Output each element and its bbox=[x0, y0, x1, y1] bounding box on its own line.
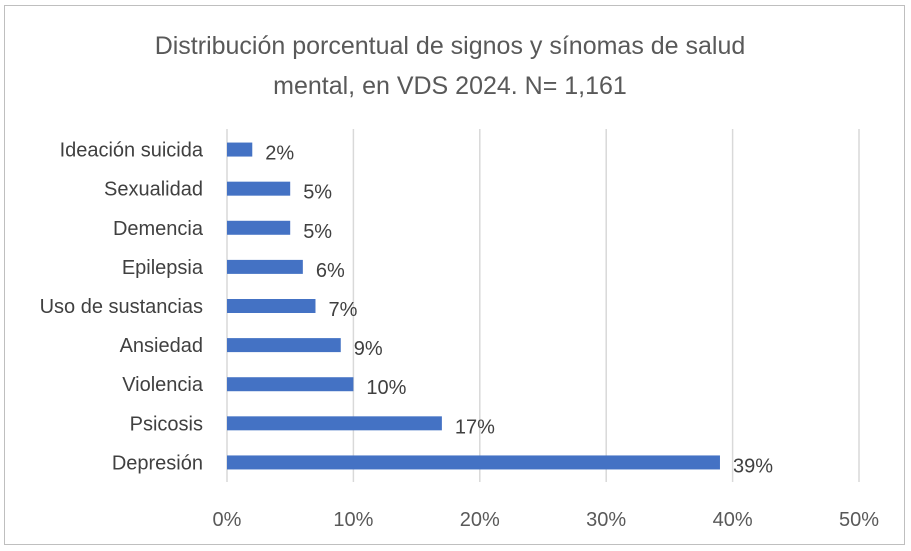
bar bbox=[227, 455, 720, 470]
category-label: Ansiedad bbox=[120, 335, 203, 357]
data-label: 17% bbox=[455, 416, 495, 438]
chart-frame bbox=[4, 5, 905, 545]
data-label: 5% bbox=[303, 221, 332, 243]
x-axis-tick-labels: 0% 10% 20% 30% 40% 50% bbox=[213, 509, 880, 531]
x-tick-label: 50% bbox=[839, 509, 879, 531]
bar bbox=[227, 377, 354, 392]
x-tick-label: 40% bbox=[713, 509, 753, 531]
category-label: Psicosis bbox=[130, 413, 203, 435]
chart-title-line-2: mental, en VDS 2024. N= 1,161 bbox=[273, 72, 627, 100]
data-label: 10% bbox=[366, 377, 406, 399]
category-label: Demencia bbox=[113, 218, 204, 240]
x-tick-label: 30% bbox=[586, 509, 626, 531]
chart-title-line-1: Distribución porcentual de signos y síno… bbox=[154, 32, 746, 60]
bar bbox=[227, 181, 291, 196]
data-label: 5% bbox=[303, 182, 332, 204]
category-labels: Ideación suicida Sexualidad Demencia Epilep… bbox=[40, 140, 204, 475]
bar bbox=[227, 220, 291, 235]
x-tick-label: 0% bbox=[213, 509, 242, 531]
bar bbox=[227, 142, 253, 157]
category-label: Epilepsia bbox=[122, 257, 204, 279]
x-tick-label: 10% bbox=[333, 509, 373, 531]
x-tick-label: 20% bbox=[460, 509, 500, 531]
chart-title: Distribución porcentual de signos y síno… bbox=[80, 26, 820, 106]
bars bbox=[227, 142, 720, 470]
category-label: Ideación suicida bbox=[60, 140, 204, 162]
category-label: Uso de sustancias bbox=[40, 296, 203, 318]
bar bbox=[227, 338, 341, 353]
data-label: 2% bbox=[265, 143, 294, 165]
bar bbox=[227, 259, 303, 274]
category-label: Depresión bbox=[112, 452, 203, 474]
bar bbox=[227, 416, 442, 431]
data-label: 9% bbox=[354, 338, 383, 360]
data-label: 6% bbox=[316, 260, 345, 282]
category-label: Violencia bbox=[122, 374, 204, 396]
bar bbox=[227, 299, 316, 313]
data-label: 39% bbox=[733, 455, 773, 477]
category-label: Sexualidad bbox=[104, 179, 203, 201]
data-labels: 2% 5% 5% 6% 7% 9% 10% 17% 39% bbox=[265, 143, 773, 478]
data-label: 7% bbox=[328, 299, 357, 321]
